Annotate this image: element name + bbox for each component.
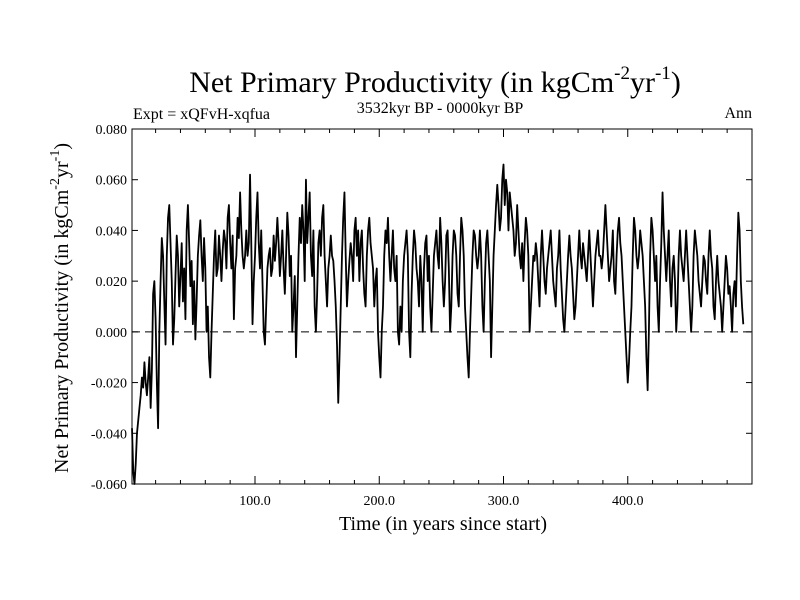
x-tick-label: 100.0: [239, 494, 271, 509]
y-axis: -0.060 -0.040 -0.020 0.000 0.020 0.040 0.060 0.…: [91, 123, 752, 493]
chart-title: Net Primary Productivity (in kgCm-2yr-1): [189, 63, 681, 99]
experiment-label: Expt = xQFvH-xqfua: [133, 106, 270, 123]
y-tick-label: 0.020: [96, 275, 128, 290]
y-tick-label: 0.000: [96, 326, 128, 341]
season-label: Ann: [724, 105, 752, 122]
x-tick-label: 300.0: [488, 494, 520, 509]
plot-frame: [131, 128, 753, 485]
x-axis: 100.0 200.0 300.0 400.0: [155, 129, 728, 509]
x-axis-label: Time (in years since start): [339, 513, 547, 535]
y-tick-label: 0.040: [96, 224, 128, 239]
x-tick-label: 400.0: [612, 494, 644, 509]
y-tick-label: -0.020: [91, 377, 127, 392]
x-tick-label: 200.0: [364, 494, 396, 509]
npp-series-line: [131, 163, 745, 485]
y-tick-label: 0.080: [96, 123, 128, 138]
y-tick-label: -0.040: [91, 427, 127, 442]
period-label: 3532kyr BP - 0000kyr BP: [357, 100, 524, 117]
y-tick-label: 0.060: [96, 174, 128, 189]
y-tick-label: -0.060: [91, 478, 127, 493]
y-axis-label: Net Primary Productivity (in kgCm-2yr-1): [48, 143, 73, 473]
